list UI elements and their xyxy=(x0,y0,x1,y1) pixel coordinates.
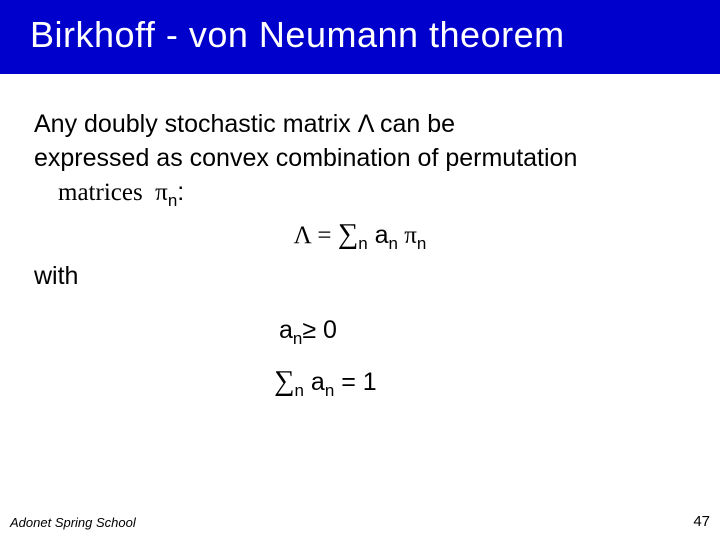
eq-main-lhs: Λ = xyxy=(294,222,338,249)
slide-content: Any doubly stochastic matrix Λ can be ex… xyxy=(0,74,720,400)
eq3-eq1: = 1 xyxy=(334,368,376,396)
sigma-icon: ∑ xyxy=(274,365,295,397)
theorem-paragraph: Any doubly stochastic matrix Λ can be ex… xyxy=(34,108,686,209)
para-line3-sub: n xyxy=(168,191,177,210)
eq-main-pi: π xyxy=(398,222,417,249)
para-line3-prefix: matrices π xyxy=(58,179,168,206)
eq2-ge0: ≥ 0 xyxy=(302,316,337,344)
equation-nonneg: an≥ 0 xyxy=(279,314,686,348)
eq-main-sub3: n xyxy=(417,234,426,253)
slide-title: Birkhoff - von Neumann theorem xyxy=(30,14,700,56)
eq2-sub: n xyxy=(293,329,302,348)
eq-main-a: a xyxy=(368,221,389,249)
sigma-icon: ∑ xyxy=(338,218,359,250)
footer-source: Adonet Spring School xyxy=(10,515,136,530)
page-number: 47 xyxy=(693,513,710,530)
title-bar: Birkhoff - von Neumann theorem xyxy=(0,0,720,74)
eq3-sub1: n xyxy=(295,381,304,400)
eq3-a: a xyxy=(304,368,325,396)
para-line3-suffix: : xyxy=(177,178,184,206)
equation-main: Λ = ∑n an πn xyxy=(34,215,686,254)
eq-main-sub1: n xyxy=(358,234,367,253)
equation-sum1: ∑n an = 1 xyxy=(274,362,686,401)
with-label: with xyxy=(34,260,686,294)
eq2-a: a xyxy=(279,316,293,344)
para-line2: expressed as convex combination of permu… xyxy=(34,144,577,172)
para-line3: matrices πn: xyxy=(34,176,686,210)
eq-main-sub2: n xyxy=(389,234,398,253)
para-line1: Any doubly stochastic matrix Λ can be xyxy=(34,110,455,138)
eq3-sub2: n xyxy=(325,381,334,400)
